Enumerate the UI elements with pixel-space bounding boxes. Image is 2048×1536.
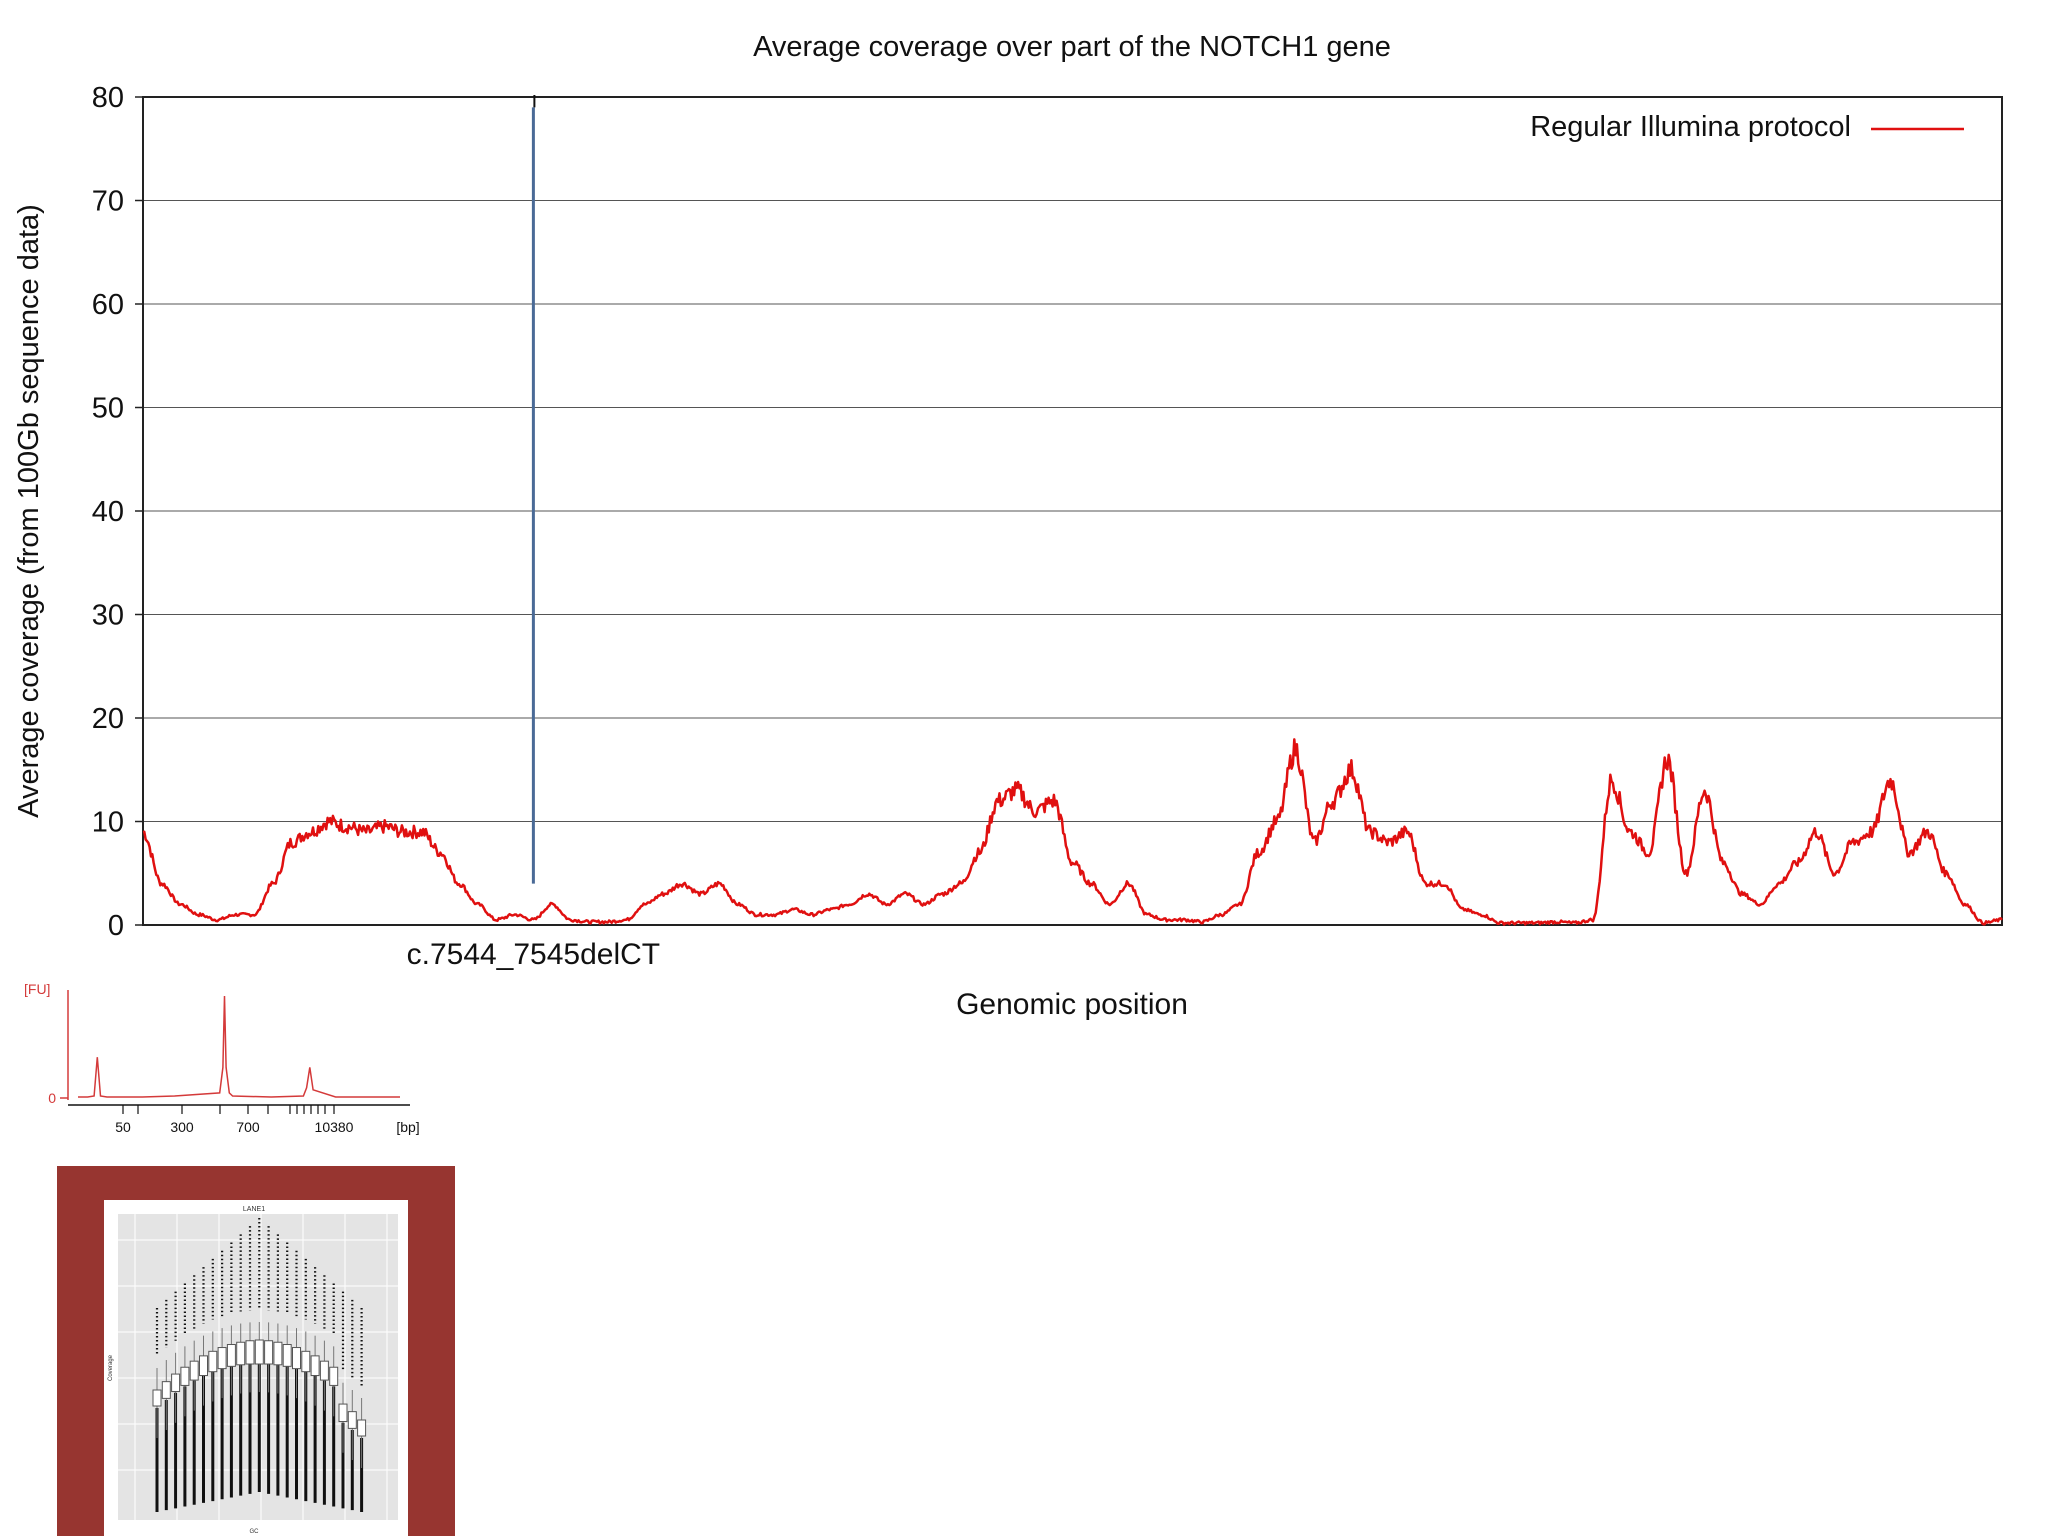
y-tick-label: 0 <box>108 910 124 942</box>
coverage-series-line <box>142 738 2003 926</box>
legend: Regular Illumina protocol <box>1530 111 1964 143</box>
gc-box <box>226 1344 236 1367</box>
y-tick-label: 10 <box>92 807 124 839</box>
gc-box <box>180 1366 190 1386</box>
y-tick-label: 20 <box>92 703 124 735</box>
gc-box <box>301 1350 311 1373</box>
fu-x-ticks <box>122 1105 335 1114</box>
gc-box <box>329 1366 339 1386</box>
y-tick-label: 80 <box>92 82 124 114</box>
gc-box <box>217 1347 227 1370</box>
fu-x-axis-unit: [bp] <box>396 1119 419 1135</box>
y-tick-label: 40 <box>92 496 124 528</box>
fu-trace-line <box>78 995 400 1098</box>
coverage-chart: Average coverage over part of the NOTCH1… <box>13 31 2003 1021</box>
fu-y-tick-label: 0 <box>48 1090 56 1106</box>
gc-box <box>357 1419 367 1437</box>
gc-box <box>310 1355 320 1377</box>
gc-box <box>264 1340 274 1365</box>
y-tick-label: 60 <box>92 289 124 321</box>
gc-box <box>152 1389 162 1407</box>
gc-box <box>254 1339 264 1365</box>
fu-x-tick-label-10380: 10380 <box>315 1119 354 1135</box>
gc-boxplots <box>152 1218 367 1512</box>
gc-box <box>189 1360 199 1381</box>
variant-annotation-label: c.7544_7545delCT <box>407 938 661 971</box>
gc-box <box>338 1403 348 1423</box>
gc-box <box>319 1360 329 1381</box>
gc-gridlines <box>118 1214 398 1520</box>
gc-box <box>245 1340 255 1365</box>
plot-frame <box>142 96 2003 926</box>
gc-box <box>292 1347 301 1370</box>
gc-box <box>347 1411 357 1429</box>
gc-panel-title: LANE1 <box>243 1206 265 1213</box>
y-tick-label: 70 <box>92 186 124 218</box>
fu-x-tick-label-300: 300 <box>170 1119 194 1135</box>
y-tick-labels: 0 10 20 30 40 50 60 70 80 <box>92 82 143 942</box>
fu-axis-label: [FU] <box>24 981 50 997</box>
gc-box <box>208 1350 218 1373</box>
fu-x-tick-label-700: 700 <box>236 1119 260 1135</box>
gc-box <box>171 1373 181 1393</box>
fragment-size-inset: [FU] 0 50 300 700 10380 [bp] <box>24 981 420 1135</box>
y-tick-label: 30 <box>92 600 124 632</box>
chart-title: Average coverage over part of the NOTCH1… <box>753 31 1391 63</box>
gc-box <box>236 1341 246 1366</box>
gc-box <box>273 1341 283 1366</box>
gc-box <box>199 1355 208 1377</box>
gc-coverage-inset: LANE1 GC Coverage <box>57 1166 455 1536</box>
legend-entry-label: Regular Illumina protocol <box>1530 111 1851 143</box>
fu-x-tick-label-50: 50 <box>115 1119 131 1135</box>
gc-box <box>161 1381 171 1399</box>
gc-y-axis-label: Coverage <box>108 1354 114 1381</box>
x-axis-label: Genomic position <box>956 988 1188 1021</box>
gridlines <box>143 200 2002 822</box>
gc-x-axis-label: GC <box>250 1529 260 1535</box>
y-tick-label: 50 <box>92 393 124 425</box>
y-axis-label: Average coverage (from 100Gb sequence da… <box>13 204 45 818</box>
gc-box <box>282 1344 292 1367</box>
